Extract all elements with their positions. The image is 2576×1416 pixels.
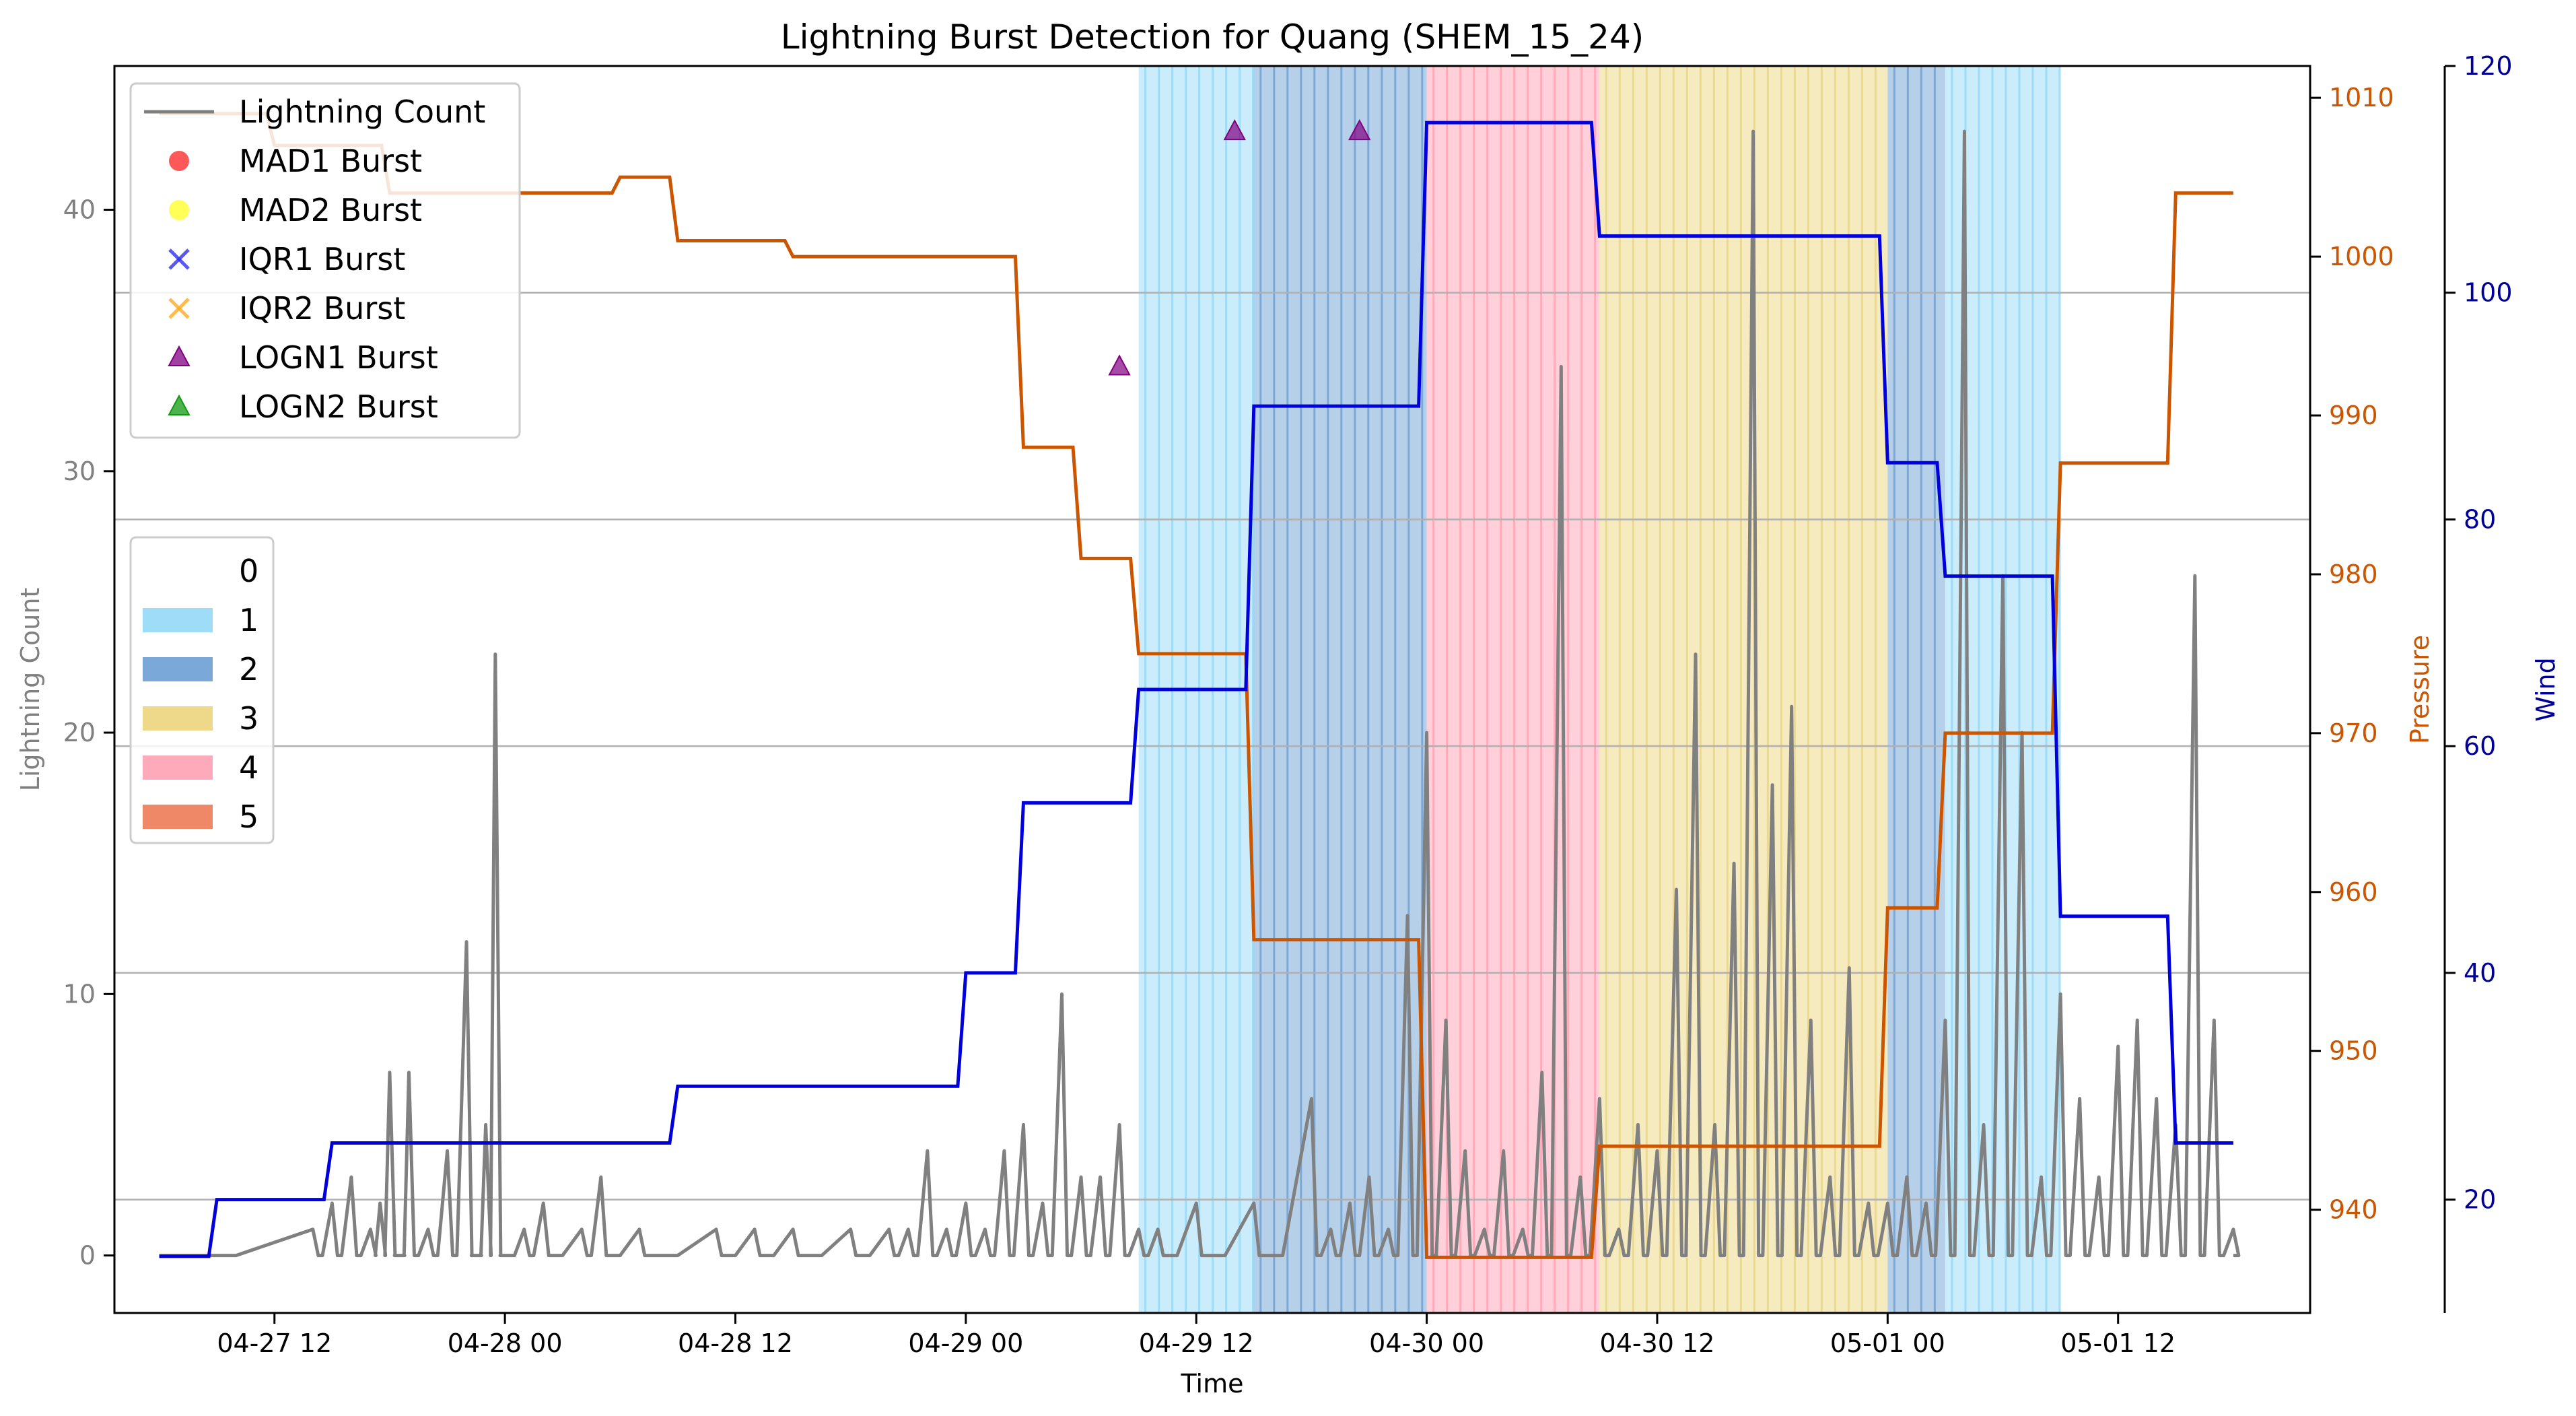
legend-category-swatch xyxy=(143,608,213,632)
legend-category-label: 3 xyxy=(239,700,258,737)
legend-category-swatch xyxy=(143,559,213,583)
pressure-tick-label: 980 xyxy=(2329,560,2378,589)
legend-label: IQR2 Burst xyxy=(239,290,405,327)
category-band-2 xyxy=(1887,66,1945,1313)
category-legend: 0 1 2 3 4 5 xyxy=(129,536,275,844)
plot-frame xyxy=(113,65,2311,1314)
legend-category-label: 4 xyxy=(239,749,258,786)
legend-category-label: 1 xyxy=(239,602,258,638)
chart-title: Lightning Burst Detection for Quang (SHE… xyxy=(781,18,1644,57)
legend-x-marker xyxy=(168,248,190,270)
x-tick-label: 04-28 00 xyxy=(448,1328,563,1358)
legend-triangle-marker xyxy=(168,394,190,415)
legend-circle-marker xyxy=(169,151,189,171)
legend-category-label: 2 xyxy=(239,651,258,687)
x-tick-label: 04-30 00 xyxy=(1369,1328,1484,1358)
x-axis-label: Time xyxy=(1181,1369,1244,1398)
pressure-tick-label: 990 xyxy=(2329,401,2378,430)
left-tick-label: 30 xyxy=(63,457,96,486)
legend-label: IQR1 Burst xyxy=(239,241,405,277)
lightning-count-line xyxy=(159,129,2241,1258)
wind-line xyxy=(159,121,2233,1258)
legend-label: LOGN1 Burst xyxy=(239,339,438,376)
wind-series xyxy=(159,121,2233,1258)
logn1-burst-marker xyxy=(1223,119,1246,141)
wind-axis-label: Wind xyxy=(2531,657,2561,722)
legend-category-swatch xyxy=(143,805,213,829)
legend-circle-marker xyxy=(169,200,189,220)
legend-triangle-marker xyxy=(168,345,190,366)
category-band-2 xyxy=(1253,66,1427,1313)
left-tick-label: 10 xyxy=(63,979,96,1009)
pressure-tick-label: 940 xyxy=(2329,1195,2378,1225)
x-tick-label: 04-30 12 xyxy=(1600,1328,1715,1358)
logn1-burst-marker xyxy=(1108,354,1131,376)
left-tick-label: 20 xyxy=(63,718,96,747)
pressure-tick-label: 950 xyxy=(2329,1036,2378,1066)
x-tick-label: 05-01 12 xyxy=(2060,1328,2175,1358)
logn1-burst-marker xyxy=(1348,119,1371,141)
burst-legend: Lightning Count MAD1 Burst MAD2 Burst IQR1 … xyxy=(129,82,521,439)
pressure-tick-label: 1010 xyxy=(2329,83,2394,112)
pressure-tick-label: 960 xyxy=(2329,877,2378,907)
legend-category-label: 5 xyxy=(239,799,258,835)
pressure-axis-label: Pressure xyxy=(2405,635,2435,744)
wind-tick-label: 80 xyxy=(2464,504,2496,534)
legend-label: Lightning Count xyxy=(239,94,485,130)
x-tick-label: 04-28 12 xyxy=(678,1328,793,1358)
legend-x-marker xyxy=(168,298,190,319)
x-tick-label: 04-29 12 xyxy=(1139,1328,1254,1358)
legend-label: LOGN2 Burst xyxy=(239,389,438,425)
left-tick-label: 0 xyxy=(79,1241,96,1271)
left-tick-label: 40 xyxy=(63,195,96,225)
legend-category-label: 0 xyxy=(239,553,258,589)
axes: 04-27 12 04-28 00 04-28 12 04-29 00 04-29 12… xyxy=(63,51,2513,1358)
wind-tick-label: 100 xyxy=(2464,278,2513,308)
lightning-count-series xyxy=(159,129,2241,1258)
category-band-4 xyxy=(1426,66,1600,1313)
burst-legend-frame xyxy=(129,82,521,439)
left-axis-label: Lightning Count xyxy=(15,588,45,792)
logn1-burst-markers xyxy=(1108,119,1371,376)
x-tick-label: 04-29 00 xyxy=(908,1328,1023,1358)
legend-label: MAD2 Burst xyxy=(239,192,422,228)
wind-tick-label: 40 xyxy=(2464,958,2496,988)
legend-label: MAD1 Burst xyxy=(239,143,422,179)
pressure-tick-label: 970 xyxy=(2329,718,2378,748)
pressure-tick-label: 1000 xyxy=(2329,242,2394,271)
x-tick-label: 04-27 12 xyxy=(217,1328,332,1358)
legend-category-swatch xyxy=(143,706,213,731)
wind-tick-label: 120 xyxy=(2464,51,2513,81)
wind-tick-label: 20 xyxy=(2464,1185,2496,1215)
wind-tick-label: 60 xyxy=(2464,731,2496,761)
legend-category-swatch xyxy=(143,657,213,681)
x-tick-label: 05-01 00 xyxy=(1830,1328,1945,1358)
legend-category-swatch xyxy=(143,755,213,780)
